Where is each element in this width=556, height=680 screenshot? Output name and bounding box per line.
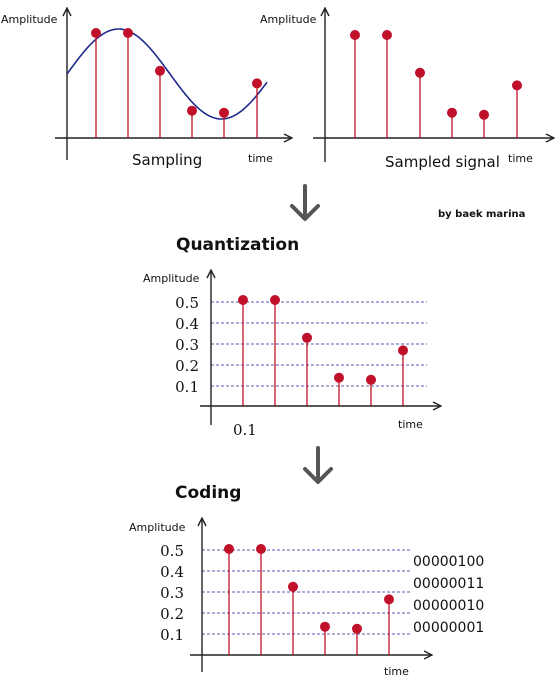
sampled-sample-point-6 — [512, 80, 522, 91]
quantization-y-tick: 0.3 — [175, 336, 199, 354]
sampled-sample-point-1 — [350, 30, 360, 40]
binary-code-label: 00000001 — [413, 620, 484, 636]
down-arrow-icon — [303, 446, 333, 484]
binary-code-label: 00000100 — [413, 554, 484, 570]
quantization-panel: 0.5 0.4 0.3 0.2 0.1 Amplitude time 0.1 — [143, 270, 441, 439]
sampling-sample-point-5 — [219, 107, 229, 118]
coding-y-tick: 0.2 — [160, 605, 184, 623]
sampling-sample-point-3 — [155, 65, 165, 76]
coding-sample-point-1 — [224, 544, 234, 554]
sampled-x-label: time — [508, 152, 533, 165]
binary-code-label: 00000011 — [413, 576, 484, 592]
quantization-y-tick: 0.4 — [175, 315, 199, 333]
sampled-sample-point-5 — [479, 109, 489, 120]
coding-y-tick: 0.5 — [160, 542, 184, 560]
coding-y-tick: 0.3 — [160, 584, 184, 602]
sampling-x-label: time — [248, 152, 273, 165]
coding-x-label: time — [384, 665, 409, 678]
quantization-y-label: Amplitude — [143, 272, 200, 285]
quantization-sample-point-5 — [366, 374, 376, 385]
quantization-y-tick: 0.1 — [175, 378, 199, 396]
quantization-sample-point-4 — [334, 372, 344, 383]
sampling-sample-point-4 — [187, 105, 197, 116]
quantization-sample-point-2 — [270, 295, 280, 305]
sampling-sample-point-2 — [123, 28, 133, 38]
quantization-y-tick: 0.2 — [175, 357, 199, 375]
coding-sample-point-5 — [352, 623, 362, 634]
sampling-panel: Amplitude time Sampling — [1, 8, 292, 169]
quantization-x-tick: 0.1 — [233, 421, 257, 439]
quantization-sample-point-3 — [302, 332, 312, 343]
coding-y-tick: 0.1 — [160, 626, 184, 644]
sampled-panel: Amplitude time Sampled signal — [260, 8, 554, 171]
sampled-caption: Sampled signal — [385, 153, 500, 171]
credit-text: by baek marina — [438, 209, 525, 220]
coding-sample-point-3 — [288, 581, 298, 592]
quantization-sample-point-1 — [238, 295, 248, 305]
coding-sample-point-2 — [256, 544, 266, 554]
sampling-caption: Sampling — [132, 151, 202, 169]
quantization-sample-point-6 — [398, 345, 408, 356]
quantization-y-tick: 0.5 — [175, 294, 199, 312]
coding-y-tick: 0.4 — [160, 563, 184, 581]
coding-sample-point-4 — [320, 621, 330, 632]
sampling-sample-point-1 — [91, 28, 101, 38]
sampled-sample-point-4 — [447, 107, 457, 118]
sampling-sample-point-6 — [252, 78, 262, 89]
sampling-y-label: Amplitude — [1, 13, 58, 26]
coding-sample-point-6 — [384, 594, 394, 605]
down-arrow-icon — [290, 184, 320, 221]
coding-y-label: Amplitude — [129, 521, 186, 534]
coding-title: Coding — [175, 483, 241, 503]
quantization-title: Quantization — [176, 235, 299, 255]
sampled-sample-point-2 — [382, 30, 392, 40]
quantization-x-label: time — [398, 418, 423, 431]
sampled-y-label: Amplitude — [260, 13, 317, 26]
sampled-sample-point-3 — [415, 67, 425, 78]
coding-panel: 0.5 0.4 0.3 0.2 0.1 00000100 00000011 00000010… — [129, 518, 484, 678]
analog-wave — [66, 28, 268, 120]
binary-code-label: 00000010 — [413, 598, 484, 614]
